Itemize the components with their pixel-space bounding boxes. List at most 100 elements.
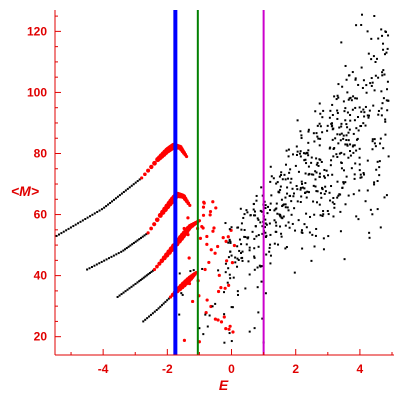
data-point xyxy=(230,254,233,257)
series-9 xyxy=(178,267,265,344)
data-point xyxy=(297,170,300,173)
series-4 xyxy=(116,268,156,298)
data-point xyxy=(284,196,287,199)
series-0 xyxy=(55,176,143,237)
series-6 xyxy=(142,295,172,323)
data-point xyxy=(117,252,120,255)
data-point xyxy=(328,147,331,150)
y-tick-label: 40 xyxy=(34,269,48,283)
data-point xyxy=(255,235,258,238)
data-point xyxy=(283,173,286,176)
data-point xyxy=(257,234,260,237)
data-point xyxy=(186,216,190,220)
data-point xyxy=(202,201,206,205)
data-point xyxy=(336,155,339,158)
data-point xyxy=(322,213,325,216)
x-tick-label: 2 xyxy=(292,362,299,376)
data-point xyxy=(354,162,357,165)
data-point xyxy=(93,264,96,267)
data-point xyxy=(319,125,322,128)
data-point xyxy=(280,173,283,176)
data-point xyxy=(201,213,206,217)
data-point xyxy=(338,126,341,129)
data-point xyxy=(358,156,361,159)
data-point xyxy=(224,327,228,331)
data-point xyxy=(134,282,137,285)
data-point xyxy=(337,83,340,86)
data-point xyxy=(320,160,323,163)
data-point xyxy=(256,217,259,220)
data-point xyxy=(125,247,128,250)
data-point xyxy=(354,78,357,81)
data-point xyxy=(264,231,267,234)
data-point xyxy=(345,123,348,126)
data-point xyxy=(178,313,181,316)
series-8 xyxy=(182,200,237,344)
data-point xyxy=(319,158,322,161)
data-point xyxy=(124,290,127,293)
data-point xyxy=(149,313,152,316)
data-point xyxy=(72,225,75,228)
data-point xyxy=(371,81,374,84)
data-point xyxy=(88,267,91,270)
data-point xyxy=(333,95,336,98)
data-point xyxy=(252,202,255,205)
data-point xyxy=(95,263,98,266)
data-point xyxy=(350,99,353,102)
data-point xyxy=(305,226,308,229)
data-point xyxy=(198,236,203,240)
data-point xyxy=(84,218,87,221)
data-point xyxy=(327,235,330,238)
data-point xyxy=(344,64,347,67)
data-point xyxy=(77,222,80,225)
data-point xyxy=(227,283,231,287)
data-point xyxy=(134,240,137,243)
data-point xyxy=(264,292,267,295)
data-point xyxy=(321,214,324,217)
data-point xyxy=(211,229,215,233)
y-tick-label: 20 xyxy=(34,330,48,344)
data-point xyxy=(344,203,347,206)
data-point xyxy=(365,84,368,87)
data-point xyxy=(184,154,189,159)
data-point xyxy=(380,90,383,93)
x-axis-title: E xyxy=(219,377,229,393)
data-point xyxy=(331,124,334,127)
data-point xyxy=(270,194,273,197)
data-point xyxy=(255,199,258,202)
data-point xyxy=(335,98,338,101)
data-point xyxy=(387,34,390,37)
data-point xyxy=(275,182,278,185)
data-point xyxy=(217,269,220,272)
data-point xyxy=(300,195,303,198)
data-point xyxy=(116,195,119,198)
data-point xyxy=(269,208,272,211)
data-points-layer xyxy=(55,13,390,344)
data-point xyxy=(216,244,220,249)
data-point xyxy=(138,238,141,241)
data-point xyxy=(352,193,355,196)
data-point xyxy=(360,23,363,26)
data-point xyxy=(228,273,231,276)
data-point xyxy=(324,185,327,188)
data-point xyxy=(321,116,324,119)
data-point xyxy=(208,314,211,317)
data-point xyxy=(114,197,117,200)
data-point xyxy=(254,225,257,228)
data-point xyxy=(189,270,192,273)
data-point xyxy=(300,134,303,137)
data-point xyxy=(226,281,229,284)
data-point xyxy=(86,216,89,219)
data-point xyxy=(299,201,302,204)
data-point xyxy=(314,185,317,188)
data-point xyxy=(326,209,329,212)
data-point xyxy=(141,235,144,238)
data-point xyxy=(300,180,303,183)
data-point xyxy=(332,155,335,158)
data-point xyxy=(243,213,246,216)
data-point xyxy=(292,195,295,198)
data-point xyxy=(146,317,149,320)
data-point xyxy=(304,152,307,155)
data-point xyxy=(159,305,162,308)
